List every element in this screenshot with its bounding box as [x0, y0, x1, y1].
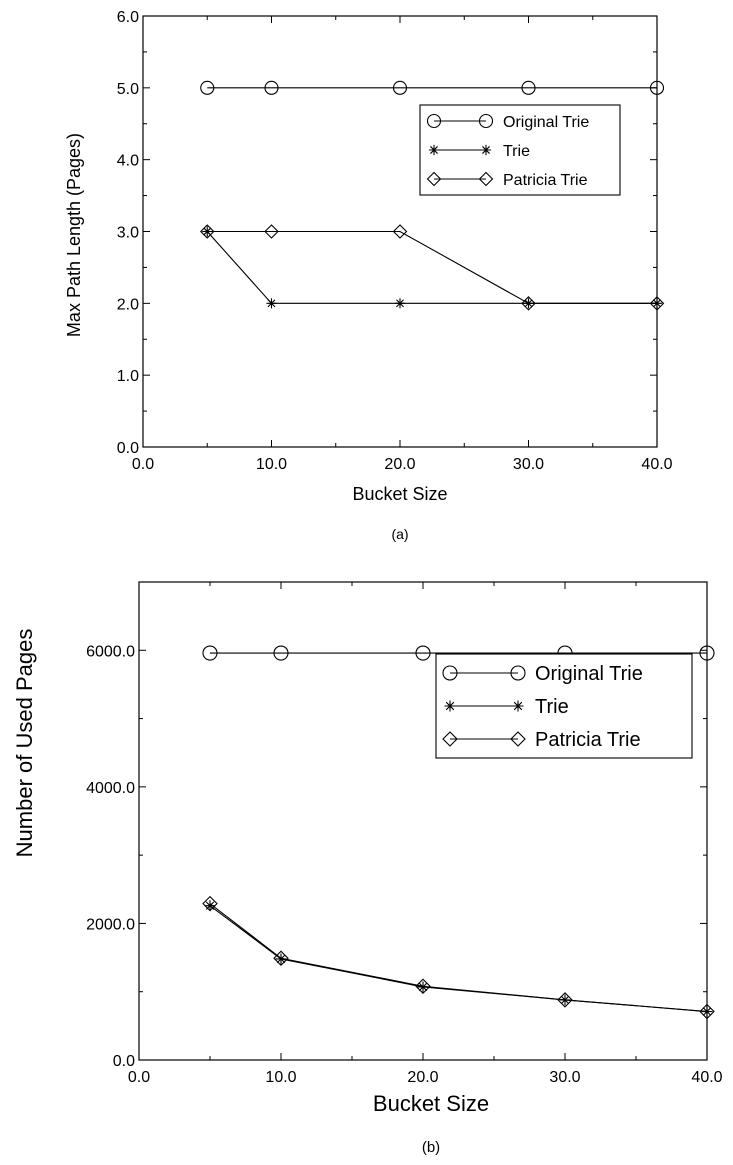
legend-label-original-trie: Original Trie	[535, 663, 643, 685]
data-point-patricia-trie	[202, 895, 218, 912]
data-point-original-trie	[264, 80, 279, 95]
x-tick-label: 40.0	[641, 456, 672, 473]
y-tick-label: 0.0	[113, 1053, 135, 1070]
chart-a-x-axis-label: Bucket Size	[352, 484, 447, 504]
y-tick-label: 6000.0	[86, 643, 135, 660]
x-tick-label: 0.0	[128, 1069, 150, 1086]
data-point-patricia-trie	[273, 950, 289, 967]
chart-b: Number of Used Pages Bucket Size (b) 0.0…	[12, 581, 723, 1156]
y-tick-label: 0.0	[117, 440, 139, 457]
legend-label-trie: Trie	[503, 143, 530, 160]
data-point-original-trie	[202, 645, 218, 661]
data-point-original-trie	[649, 80, 665, 95]
chart-a-panel-label: (a)	[391, 526, 408, 542]
x-tick-label: 30.0	[513, 456, 544, 473]
data-point-trie	[275, 953, 287, 965]
legend-label-patricia-trie: Patricia Trie	[535, 729, 641, 751]
y-tick-label: 4.0	[117, 153, 139, 170]
y-tick-label: 2000.0	[86, 916, 135, 933]
legend-label-original-trie: Original Trie	[503, 114, 589, 131]
legend-marker-trie	[444, 700, 456, 712]
chart-a: Max Path Length (Pages) Bucket Size (a) …	[64, 9, 673, 542]
data-point-original-trie	[273, 645, 289, 661]
x-tick-label: 20.0	[407, 1069, 438, 1086]
legend-marker-original-trie	[442, 665, 458, 681]
data-point-patricia-trie	[415, 978, 431, 995]
x-tick-label: 10.0	[265, 1069, 296, 1086]
y-tick-label: 1.0	[117, 368, 139, 385]
legend-marker-trie	[480, 144, 492, 156]
legend-label-trie: Trie	[535, 696, 569, 718]
series-line-trie	[206, 231, 657, 304]
data-point-trie	[204, 900, 216, 912]
data-point-patricia-trie	[699, 1003, 715, 1020]
data-point-trie	[417, 981, 429, 993]
legend-marker-trie	[428, 144, 440, 156]
legend-marker-patricia-trie	[510, 731, 526, 747]
legend-marker-patricia-trie	[478, 171, 494, 187]
data-point-trie	[394, 298, 406, 309]
x-tick-label: 40.0	[691, 1069, 722, 1086]
data-point-trie	[701, 1006, 713, 1017]
x-tick-label: 0.0	[132, 456, 154, 473]
legend-marker-original-trie	[510, 665, 526, 681]
chart-b-x-axis-label: Bucket Size	[373, 1091, 489, 1116]
y-tick-label: 3.0	[117, 225, 139, 242]
data-point-patricia-trie	[557, 992, 573, 1008]
data-point-patricia-trie	[264, 224, 279, 239]
chart-b-y-axis-label: Number of Used Pages	[12, 629, 37, 858]
data-point-original-trie	[521, 80, 536, 95]
series-line-patricia-trie	[207, 230, 657, 304]
y-tick-label: 2.0	[117, 296, 139, 313]
data-point-trie	[266, 298, 277, 309]
y-tick-label: 4000.0	[86, 780, 135, 797]
x-tick-label: 10.0	[256, 456, 287, 473]
y-tick-label: 5.0	[117, 81, 139, 98]
data-point-patricia-trie	[649, 296, 665, 311]
legend-marker-trie	[512, 700, 524, 712]
legend-label-patricia-trie: Patricia Trie	[503, 172, 588, 189]
chart-b-panel-label: (b)	[422, 1139, 440, 1156]
legend-marker-patricia-trie	[442, 731, 458, 747]
chart-a-y-axis-label: Max Path Length (Pages)	[64, 133, 84, 337]
series-line-patricia-trie	[209, 903, 708, 1013]
data-point-patricia-trie	[199, 224, 215, 239]
data-point-original-trie	[415, 645, 431, 661]
data-point-patricia-trie	[392, 224, 408, 239]
x-tick-label: 20.0	[384, 456, 415, 473]
legend-marker-original-trie	[426, 113, 442, 129]
x-tick-label: 30.0	[549, 1069, 580, 1086]
data-point-original-trie	[392, 80, 408, 95]
legend-marker-patricia-trie	[426, 171, 442, 187]
data-point-patricia-trie	[521, 296, 536, 311]
legend-marker-original-trie	[478, 113, 494, 129]
data-point-original-trie	[699, 645, 715, 661]
y-tick-label: 6.0	[117, 9, 139, 26]
data-point-original-trie	[200, 80, 215, 95]
